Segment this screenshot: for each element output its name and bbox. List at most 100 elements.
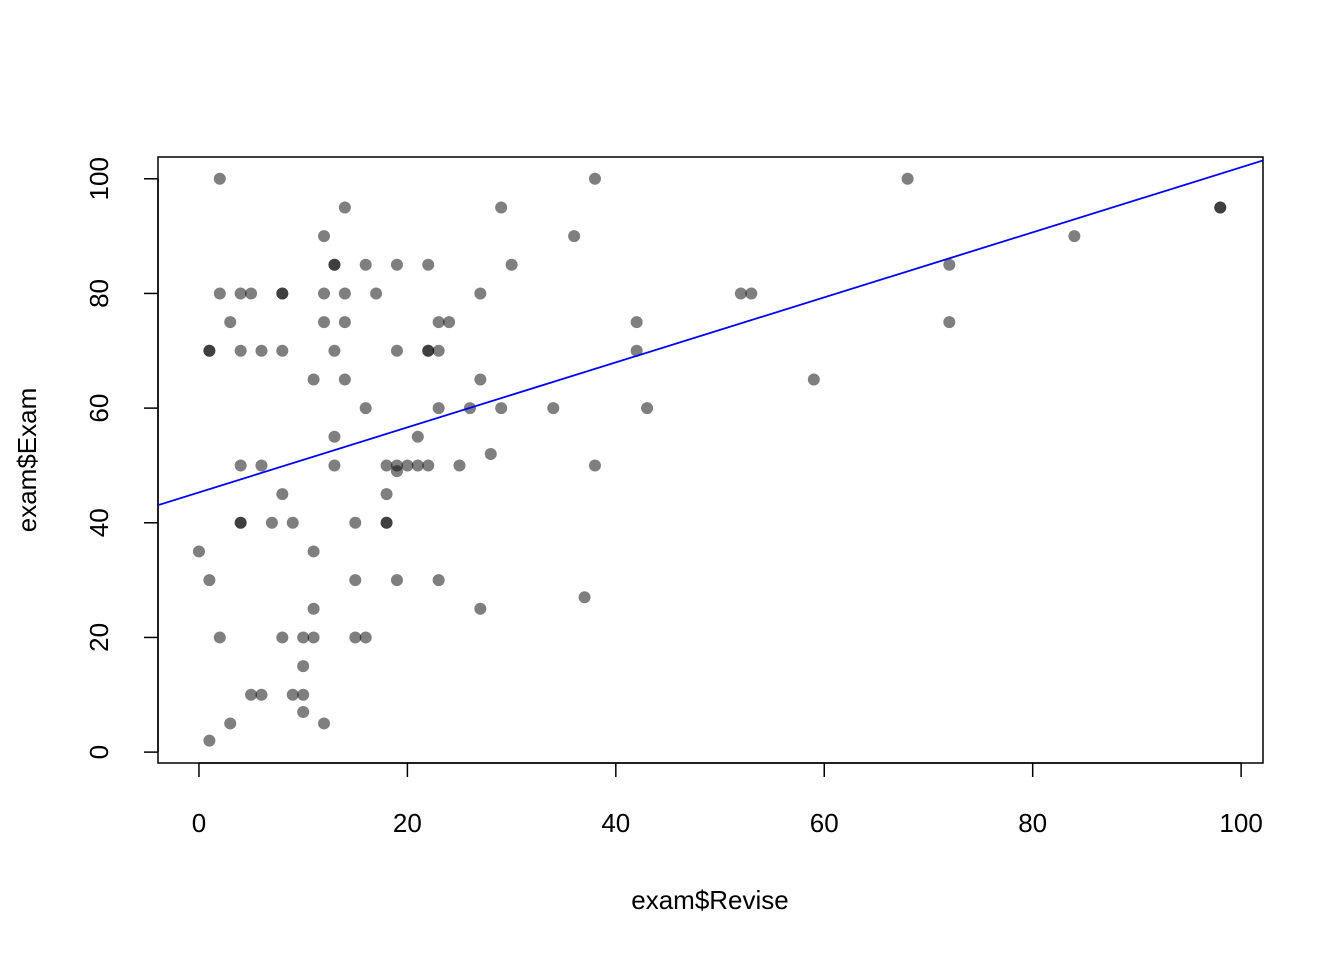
point (234, 516, 247, 529)
point (390, 465, 403, 478)
point (443, 316, 456, 329)
x-tick-label: 0 (192, 808, 206, 838)
point (349, 516, 362, 529)
point (276, 488, 289, 501)
x-tick-label: 60 (810, 808, 839, 838)
point (807, 373, 820, 386)
point (349, 574, 362, 587)
point (474, 287, 487, 300)
point (338, 316, 351, 329)
point (328, 430, 341, 443)
x-tick-label: 20 (393, 808, 422, 838)
point (1214, 201, 1227, 214)
point (203, 574, 216, 587)
point (328, 459, 341, 472)
point (192, 545, 205, 558)
point (224, 717, 237, 730)
point (943, 258, 956, 271)
point (630, 344, 643, 357)
y-axis-label: exam$Exam (12, 388, 42, 533)
point (276, 344, 289, 357)
point (630, 316, 643, 329)
point (505, 258, 518, 271)
point (245, 287, 258, 300)
point (745, 287, 758, 300)
point (213, 287, 226, 300)
point (338, 373, 351, 386)
point (255, 459, 268, 472)
point (286, 516, 299, 529)
point (297, 688, 310, 701)
point (234, 459, 247, 472)
point (359, 631, 372, 644)
point (390, 574, 403, 587)
y-tick-label: 60 (84, 394, 114, 423)
point (474, 602, 487, 615)
plot-box (157, 156, 1264, 764)
point (432, 344, 445, 357)
point (255, 344, 268, 357)
point (328, 344, 341, 357)
point (359, 402, 372, 415)
point (213, 631, 226, 644)
point (359, 258, 372, 271)
point (307, 373, 320, 386)
point (276, 287, 289, 300)
point (453, 459, 466, 472)
point (318, 287, 331, 300)
point (568, 230, 581, 243)
point (588, 459, 601, 472)
y-tick-label: 100 (84, 157, 114, 200)
x-tick-label: 40 (601, 808, 630, 838)
point (390, 258, 403, 271)
y-tick-label: 40 (84, 508, 114, 537)
point (370, 287, 383, 300)
point (484, 447, 497, 460)
point (474, 373, 487, 386)
point (276, 631, 289, 644)
point (349, 631, 362, 644)
point (495, 201, 508, 214)
point (245, 688, 258, 701)
x-axis-label: exam$Revise (631, 885, 789, 915)
point (265, 516, 278, 529)
point (432, 402, 445, 415)
point (432, 574, 445, 587)
point (641, 402, 654, 415)
point (578, 591, 591, 604)
point (297, 660, 310, 673)
regression-line (158, 159, 1263, 507)
point (234, 344, 247, 357)
point (328, 258, 341, 271)
point (411, 430, 424, 443)
point (943, 316, 956, 329)
point (380, 459, 393, 472)
point (297, 705, 310, 718)
point (380, 488, 393, 501)
point (338, 287, 351, 300)
point (422, 344, 435, 357)
point (307, 602, 320, 615)
point (255, 688, 268, 701)
point (213, 172, 226, 185)
point (318, 717, 331, 730)
point (422, 459, 435, 472)
point (1068, 230, 1081, 243)
point (307, 631, 320, 644)
point (734, 287, 747, 300)
point (495, 402, 508, 415)
point (390, 344, 403, 357)
x-tick-label: 80 (1018, 808, 1047, 838)
point (422, 258, 435, 271)
x-tick-label: 100 (1219, 808, 1262, 838)
point (318, 230, 331, 243)
y-tick-label: 20 (84, 623, 114, 652)
point (401, 459, 414, 472)
point (307, 545, 320, 558)
point (901, 172, 914, 185)
point (318, 316, 331, 329)
point (338, 201, 351, 214)
point (203, 734, 216, 747)
point (234, 287, 247, 300)
